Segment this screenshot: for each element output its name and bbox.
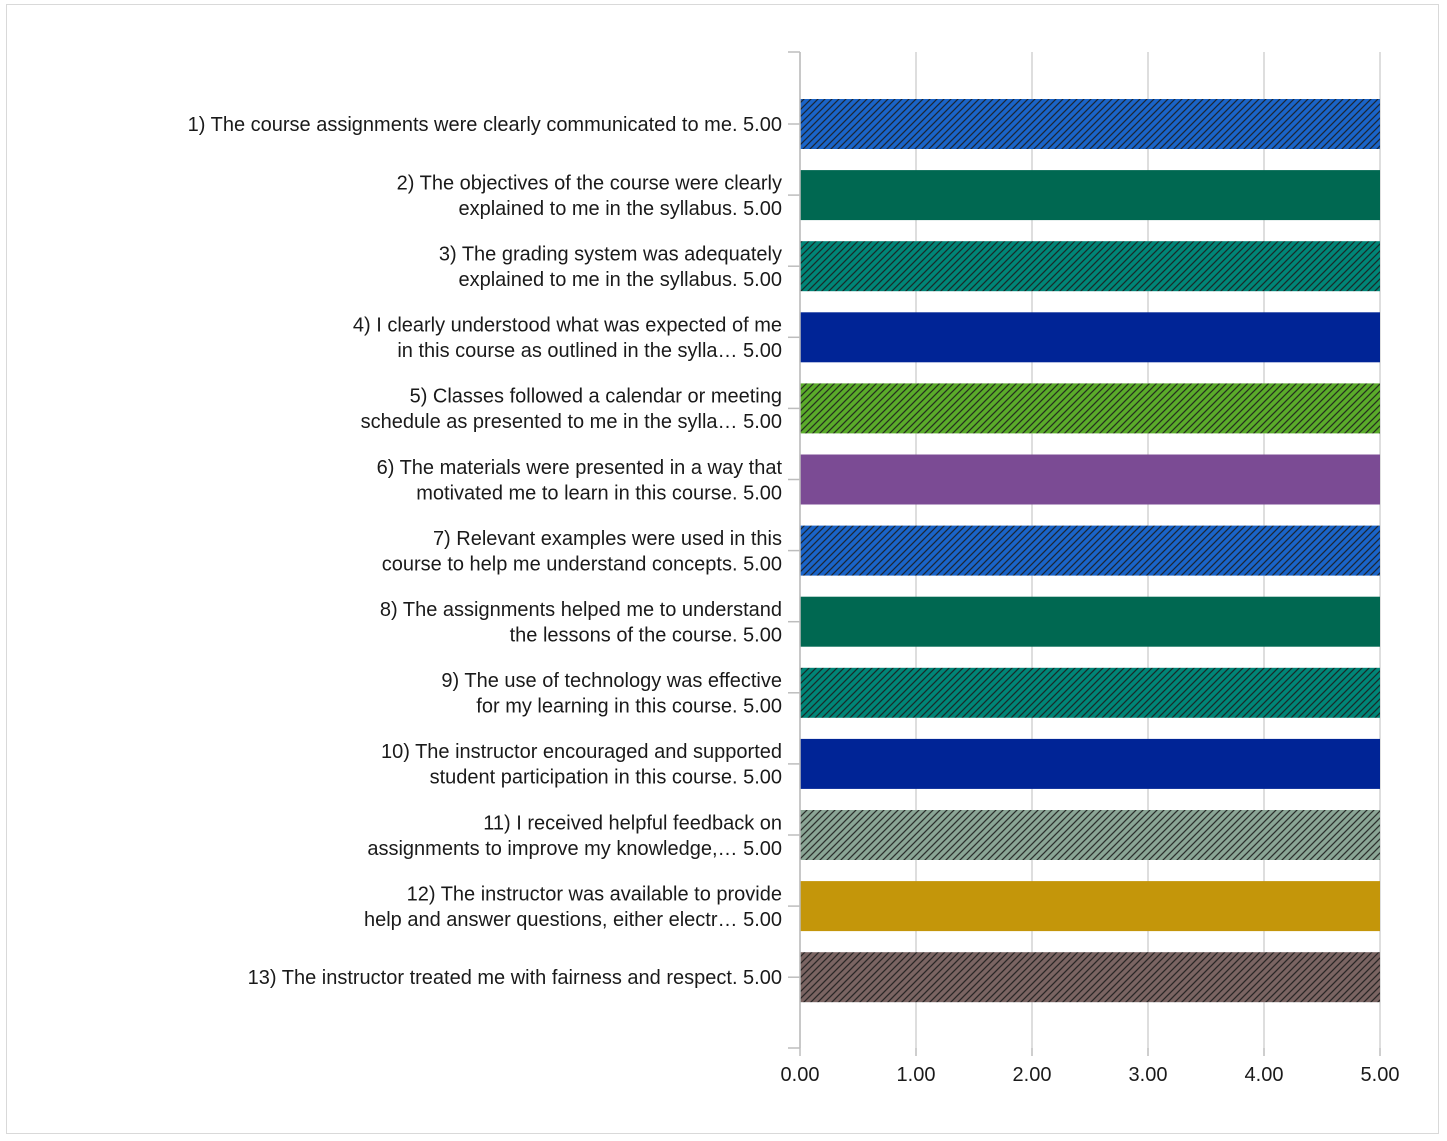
x-tick-label: 5.00 <box>1361 1064 1400 1086</box>
category-label: 6) The materials were presented in a way… <box>377 457 783 505</box>
bar <box>800 383 1380 434</box>
category-label: 8) The assignments helped me to understa… <box>380 599 782 647</box>
category-labels: 1) The course assignments were clearly c… <box>188 114 783 989</box>
bar <box>800 454 1380 505</box>
bar <box>800 241 1380 292</box>
category-label: 7) Relevant examples were used in this co… <box>382 528 782 576</box>
category-label: 2) The objectives of the course were cle… <box>397 172 782 220</box>
x-tick-label: 1.00 <box>897 1064 936 1086</box>
x-tick-label: 3.00 <box>1129 1064 1168 1086</box>
category-label: 1) The course assignments were clearly c… <box>188 114 782 136</box>
category-label: 13) The instructor treated me with fairn… <box>248 967 782 989</box>
x-tick-labels: 0.00 1.00 2.00 3.00 4.00 5.00 <box>781 1064 1400 1086</box>
bar <box>800 667 1380 718</box>
x-tick-label: 2.00 <box>1013 1064 1052 1086</box>
bar <box>800 881 1380 932</box>
bar <box>800 952 1380 1003</box>
category-label: 3) The grading system was adequately expl… <box>439 243 782 291</box>
axes <box>788 51 1381 1056</box>
bar <box>800 738 1380 789</box>
bar <box>800 312 1380 363</box>
bar <box>800 170 1380 221</box>
bar <box>800 596 1380 647</box>
bars <box>800 99 1380 1003</box>
x-tick-label: 0.00 <box>781 1064 820 1086</box>
category-label: 11) I received helpful feedback on assign… <box>367 812 782 860</box>
bar <box>800 99 1380 149</box>
category-label: 12) The instructor was available to prov… <box>364 883 782 931</box>
x-tick-label: 4.00 <box>1245 1064 1284 1086</box>
bar <box>800 525 1380 576</box>
category-label: 10) The instructor encouraged and suppor… <box>381 741 782 789</box>
bar <box>800 810 1380 860</box>
category-label: 5) Classes followed a calendar or meetin… <box>361 386 782 434</box>
category-label: 4) I clearly understood what was expecte… <box>353 315 782 363</box>
category-label: 9) The use of technology was effective fo… <box>441 670 782 718</box>
